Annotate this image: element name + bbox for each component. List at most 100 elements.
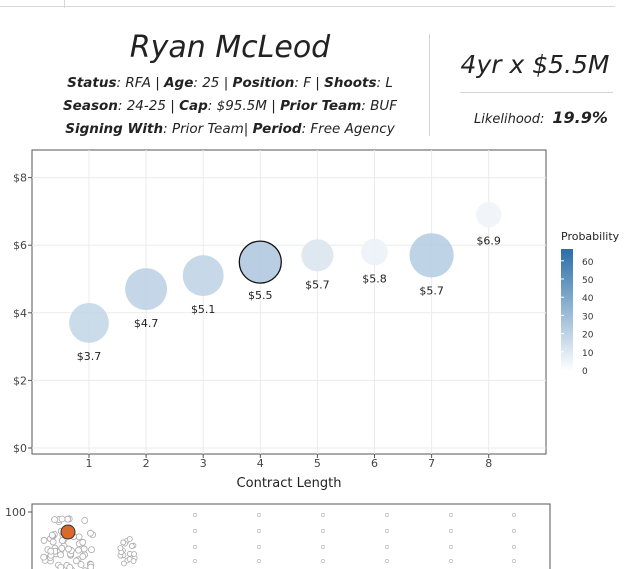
mini-point — [75, 533, 83, 541]
likelihood: Likelihood: 19.9% — [474, 108, 608, 127]
mini-point — [87, 563, 95, 569]
x-axis-label: Contract Length — [237, 476, 342, 491]
mini-point — [131, 555, 138, 562]
x-tick-label: 4 — [257, 457, 264, 470]
x-tick-label: 1 — [86, 457, 93, 470]
contract-bubble — [69, 303, 109, 343]
mini-point — [66, 564, 74, 569]
mini-point — [74, 556, 82, 564]
mini-point — [79, 553, 87, 560]
mini-point — [449, 529, 453, 533]
y-tick-label: $0 — [13, 442, 27, 455]
legend-title: Probability — [561, 230, 620, 243]
legend-tick-label: 10 — [582, 349, 594, 359]
legend-tick-label: 0 — [582, 367, 588, 377]
mini-point — [257, 513, 261, 517]
mini-point — [48, 531, 56, 539]
mini-point — [57, 527, 65, 535]
mini-point — [70, 533, 78, 540]
x-tick-label: 3 — [200, 457, 207, 470]
mini-point — [72, 557, 80, 565]
prediction-divider — [460, 92, 613, 93]
mini-point — [193, 513, 197, 517]
x-tick-label: 7 — [428, 457, 435, 470]
y-tick-label: $8 — [13, 172, 27, 185]
mini-point — [117, 545, 124, 552]
mini-point — [321, 545, 325, 549]
mini-point — [385, 559, 389, 563]
mini-point — [119, 547, 126, 554]
mini-point — [81, 551, 88, 559]
mini-point — [51, 516, 58, 524]
mini-point — [120, 552, 127, 559]
legend-tick-label: 40 — [582, 294, 594, 304]
mini-point — [385, 513, 389, 517]
mini-point — [49, 538, 57, 546]
point-label: $6.9 — [476, 235, 501, 248]
x-tick-label: 2 — [143, 457, 150, 470]
point-label: $5.8 — [362, 272, 387, 285]
mini-point — [321, 559, 325, 563]
contract-bubble — [409, 233, 454, 278]
y-tick-label: $4 — [13, 307, 27, 320]
mini-point — [118, 552, 125, 559]
legend-tick-label: 30 — [582, 312, 594, 322]
mini-point — [46, 553, 54, 561]
mini-point — [87, 529, 94, 537]
mini-point — [75, 546, 82, 554]
likelihood-value: 19.9% — [552, 108, 608, 127]
mini-point — [126, 556, 133, 563]
player-info-line-3: Signing With: Prior Team| Period: Free A… — [65, 121, 395, 137]
point-label: $5.5 — [248, 289, 273, 302]
mini-point — [49, 532, 57, 540]
mini-point — [47, 551, 55, 559]
mini-point — [51, 544, 59, 552]
mini-point — [77, 561, 85, 568]
mini-point — [512, 529, 516, 533]
mini-point — [75, 540, 83, 548]
legend-tick-label: 50 — [582, 276, 594, 286]
x-tick-label: 6 — [371, 457, 378, 470]
mini-chart-points — [40, 513, 516, 569]
legend-tick-label: 20 — [582, 331, 594, 341]
mini-point — [449, 559, 453, 563]
header-divider — [429, 34, 430, 136]
mini-point — [123, 538, 130, 544]
mini-point — [40, 553, 48, 561]
mini-point — [65, 515, 73, 523]
mini-chart-ytick: 100 — [5, 506, 26, 519]
mini-point — [59, 531, 67, 539]
mini-point — [58, 544, 66, 552]
mini-point — [89, 531, 97, 539]
mini-point — [65, 545, 72, 553]
mini-point — [49, 532, 57, 540]
contract-bubble — [182, 255, 224, 297]
legend-tick-label: 60 — [582, 258, 594, 268]
mini-point — [80, 545, 88, 553]
mini-point — [512, 559, 516, 563]
mini-point — [60, 542, 68, 550]
mini-point — [64, 531, 71, 539]
point-label: $5.7 — [305, 278, 330, 291]
mini-point — [449, 545, 453, 549]
point-label: $3.7 — [77, 350, 102, 363]
mini-point — [126, 536, 133, 542]
mini-point — [47, 557, 54, 565]
tab-segment-2[interactable] — [65, 0, 615, 7]
legend-colorbar — [561, 249, 573, 371]
mini-point — [121, 560, 127, 567]
y-tick-label: $6 — [13, 239, 27, 252]
contract-bubble — [238, 240, 282, 284]
tab-segment-1[interactable] — [0, 0, 64, 7]
mini-point — [321, 513, 325, 517]
mini-point — [51, 547, 59, 555]
player-name: Ryan McLeod — [129, 30, 331, 65]
mini-point — [55, 561, 62, 569]
mini-point — [120, 539, 127, 546]
point-label: $4.7 — [134, 317, 159, 330]
mini-point — [44, 546, 52, 554]
x-tick-label: 5 — [314, 457, 321, 470]
mini-point — [40, 537, 48, 544]
contract-bubble — [361, 238, 388, 266]
mini-point — [57, 563, 65, 569]
